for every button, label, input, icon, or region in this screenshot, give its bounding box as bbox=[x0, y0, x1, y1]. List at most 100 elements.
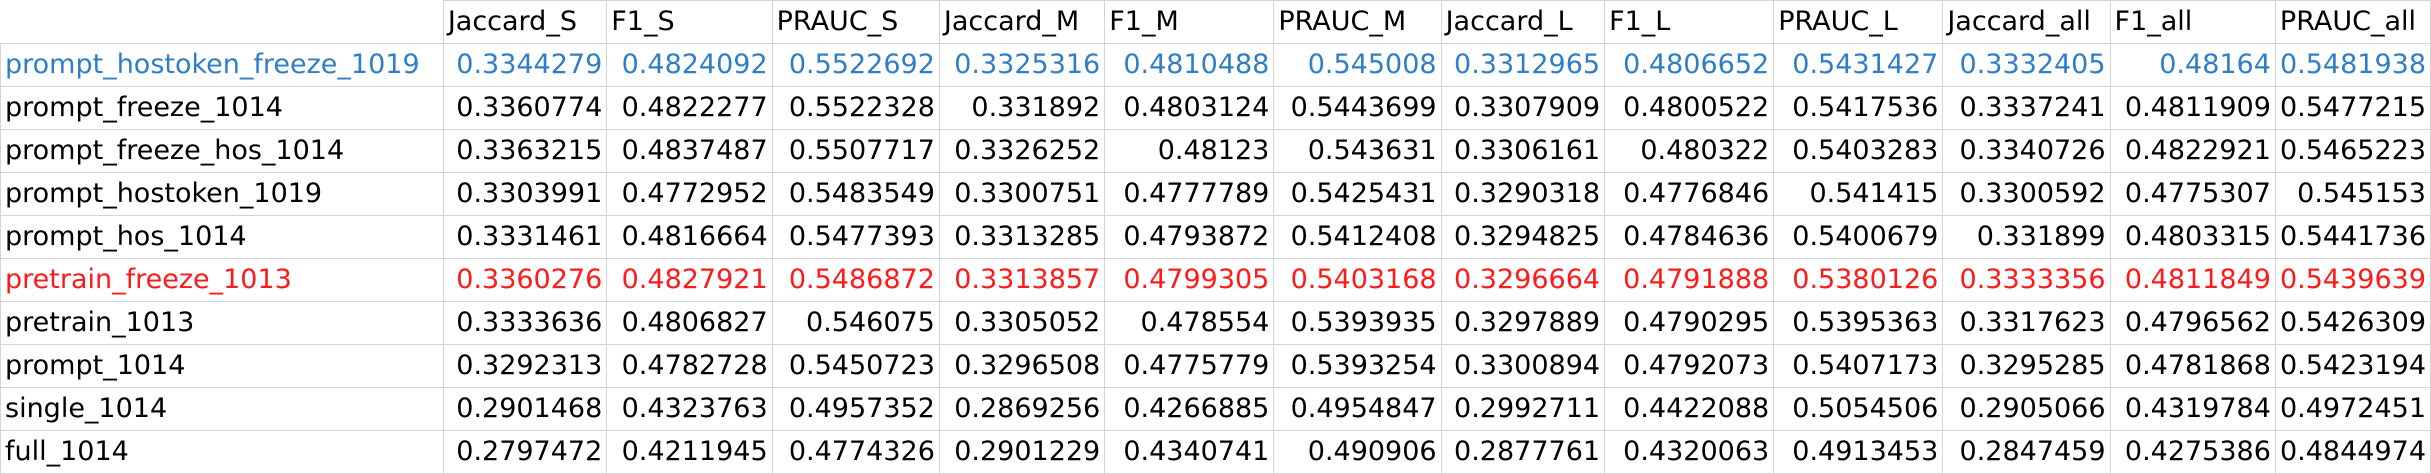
row-label-cell[interactable]: prompt_hostoken_freeze_1019 bbox=[0, 43, 444, 87]
metric-cell[interactable]: 0.4837487 bbox=[606, 129, 773, 173]
metric-cell[interactable]: 0.4913453 bbox=[1773, 430, 1944, 474]
row-label-cell[interactable]: full_1014 bbox=[0, 430, 444, 474]
metric-cell[interactable]: 0.5403168 bbox=[1273, 258, 1442, 302]
metric-cell[interactable]: 0.3300592 bbox=[1942, 172, 2111, 216]
metric-cell[interactable]: 0.5425431 bbox=[1273, 172, 1442, 216]
metric-cell[interactable]: 0.4816664 bbox=[606, 215, 773, 259]
metric-cell[interactable]: 0.3332405 bbox=[1942, 43, 2111, 87]
metric-cell[interactable]: 0.4800522 bbox=[1604, 86, 1775, 130]
metric-cell[interactable]: 0.4957352 bbox=[771, 387, 940, 431]
row-label-cell[interactable]: pretrain_1013 bbox=[0, 301, 444, 345]
metric-cell[interactable]: 0.3363215 bbox=[442, 129, 608, 173]
row-label-cell[interactable]: pretrain_freeze_1013 bbox=[0, 258, 444, 302]
metric-cell[interactable]: 0.3360774 bbox=[442, 86, 608, 130]
metric-cell[interactable]: 0.331892 bbox=[938, 86, 1106, 130]
metric-cell[interactable]: 0.2847459 bbox=[1942, 430, 2111, 474]
metric-cell[interactable]: 0.5054506 bbox=[1773, 387, 1944, 431]
corner-cell[interactable] bbox=[0, 0, 444, 44]
metric-cell[interactable]: 0.5477215 bbox=[2274, 86, 2431, 130]
metric-cell[interactable]: 0.5477393 bbox=[771, 215, 940, 259]
metric-cell[interactable]: 0.3317623 bbox=[1942, 301, 2111, 345]
row-label-cell[interactable]: prompt_freeze_hos_1014 bbox=[0, 129, 444, 173]
metric-cell[interactable]: 0.5417536 bbox=[1773, 86, 1944, 130]
metric-cell[interactable]: 0.546075 bbox=[771, 301, 940, 345]
metric-cell[interactable]: 0.2905066 bbox=[1942, 387, 2111, 431]
metric-cell[interactable]: 0.5522328 bbox=[771, 86, 940, 130]
metric-cell[interactable]: 0.4803315 bbox=[2109, 215, 2276, 259]
metric-cell[interactable]: 0.4806827 bbox=[606, 301, 773, 345]
metric-cell[interactable]: 0.5483549 bbox=[771, 172, 940, 216]
metric-cell[interactable]: 0.4772952 bbox=[606, 172, 773, 216]
row-label-cell[interactable]: prompt_1014 bbox=[0, 344, 444, 388]
column-header[interactable]: PRAUC_M bbox=[1273, 0, 1442, 44]
metric-cell[interactable]: 0.4811849 bbox=[2109, 258, 2276, 302]
column-header[interactable]: F1_L bbox=[1604, 0, 1775, 44]
metric-cell[interactable]: 0.3340726 bbox=[1942, 129, 2111, 173]
metric-cell[interactable]: 0.3307909 bbox=[1440, 86, 1606, 130]
column-header[interactable]: Jaccard_S bbox=[442, 0, 608, 44]
metric-cell[interactable]: 0.5450723 bbox=[771, 344, 940, 388]
metric-cell[interactable]: 0.3313285 bbox=[938, 215, 1106, 259]
metric-cell[interactable]: 0.5393254 bbox=[1273, 344, 1442, 388]
metric-cell[interactable]: 0.3300894 bbox=[1440, 344, 1606, 388]
metric-cell[interactable]: 0.5395363 bbox=[1773, 301, 1944, 345]
metric-cell[interactable]: 0.4323763 bbox=[606, 387, 773, 431]
metric-cell[interactable]: 0.5393935 bbox=[1273, 301, 1442, 345]
metric-cell[interactable]: 0.4806652 bbox=[1604, 43, 1775, 87]
metric-cell[interactable]: 0.4340741 bbox=[1104, 430, 1275, 474]
metric-cell[interactable]: 0.5412408 bbox=[1273, 215, 1442, 259]
metric-cell[interactable]: 0.5400679 bbox=[1773, 215, 1944, 259]
column-header[interactable]: F1_S bbox=[606, 0, 773, 44]
metric-cell[interactable]: 0.4810488 bbox=[1104, 43, 1275, 87]
row-label-cell[interactable]: single_1014 bbox=[0, 387, 444, 431]
metric-cell[interactable]: 0.3300751 bbox=[938, 172, 1106, 216]
metric-cell[interactable]: 0.3296508 bbox=[938, 344, 1106, 388]
metric-cell[interactable]: 0.4781868 bbox=[2109, 344, 2276, 388]
metric-cell[interactable]: 0.2797472 bbox=[442, 430, 608, 474]
metric-cell[interactable]: 0.2901468 bbox=[442, 387, 608, 431]
metric-cell[interactable]: 0.5481938 bbox=[2274, 43, 2431, 87]
metric-cell[interactable]: 0.3312965 bbox=[1440, 43, 1606, 87]
metric-cell[interactable]: 0.3326252 bbox=[938, 129, 1106, 173]
metric-cell[interactable]: 0.4793872 bbox=[1104, 215, 1275, 259]
metric-cell[interactable]: 0.4775307 bbox=[2109, 172, 2276, 216]
column-header[interactable]: PRAUC_all bbox=[2274, 0, 2431, 44]
metric-cell[interactable]: 0.2869256 bbox=[938, 387, 1106, 431]
metric-cell[interactable]: 0.4799305 bbox=[1104, 258, 1275, 302]
metric-cell[interactable]: 0.3325316 bbox=[938, 43, 1106, 87]
metric-cell[interactable]: 0.4790295 bbox=[1604, 301, 1775, 345]
column-header[interactable]: F1_all bbox=[2109, 0, 2276, 44]
metric-cell[interactable]: 0.331899 bbox=[1942, 215, 2111, 259]
metric-cell[interactable]: 0.4774326 bbox=[771, 430, 940, 474]
metric-cell[interactable]: 0.478554 bbox=[1104, 301, 1275, 345]
metric-cell[interactable]: 0.4796562 bbox=[2109, 301, 2276, 345]
metric-cell[interactable]: 0.4266885 bbox=[1104, 387, 1275, 431]
metric-cell[interactable]: 0.3296664 bbox=[1440, 258, 1606, 302]
metric-cell[interactable]: 0.4275386 bbox=[2109, 430, 2276, 474]
metric-cell[interactable]: 0.543631 bbox=[1273, 129, 1442, 173]
metric-cell[interactable]: 0.490906 bbox=[1273, 430, 1442, 474]
metric-cell[interactable]: 0.5426309 bbox=[2274, 301, 2431, 345]
metric-cell[interactable]: 0.3290318 bbox=[1440, 172, 1606, 216]
metric-cell[interactable]: 0.5465223 bbox=[2274, 129, 2431, 173]
metric-cell[interactable]: 0.5439639 bbox=[2274, 258, 2431, 302]
metric-cell[interactable]: 0.5407173 bbox=[1773, 344, 1944, 388]
metric-cell[interactable]: 0.3333356 bbox=[1942, 258, 2111, 302]
metric-cell[interactable]: 0.48123 bbox=[1104, 129, 1275, 173]
metric-cell[interactable]: 0.3333636 bbox=[442, 301, 608, 345]
metric-cell[interactable]: 0.2877761 bbox=[1440, 430, 1606, 474]
metric-cell[interactable]: 0.2992711 bbox=[1440, 387, 1606, 431]
metric-cell[interactable]: 0.48164 bbox=[2109, 43, 2276, 87]
metric-cell[interactable]: 0.3344279 bbox=[442, 43, 608, 87]
metric-cell[interactable]: 0.5441736 bbox=[2274, 215, 2431, 259]
metric-cell[interactable]: 0.4777789 bbox=[1104, 172, 1275, 216]
metric-cell[interactable]: 0.3294825 bbox=[1440, 215, 1606, 259]
metric-cell[interactable]: 0.3360276 bbox=[442, 258, 608, 302]
metric-cell[interactable]: 0.4954847 bbox=[1273, 387, 1442, 431]
metric-cell[interactable]: 0.3295285 bbox=[1942, 344, 2111, 388]
metric-cell[interactable]: 0.4791888 bbox=[1604, 258, 1775, 302]
metric-cell[interactable]: 0.545153 bbox=[2274, 172, 2431, 216]
metric-cell[interactable]: 0.5522692 bbox=[771, 43, 940, 87]
metric-cell[interactable]: 0.3306161 bbox=[1440, 129, 1606, 173]
metric-cell[interactable]: 0.4211945 bbox=[606, 430, 773, 474]
